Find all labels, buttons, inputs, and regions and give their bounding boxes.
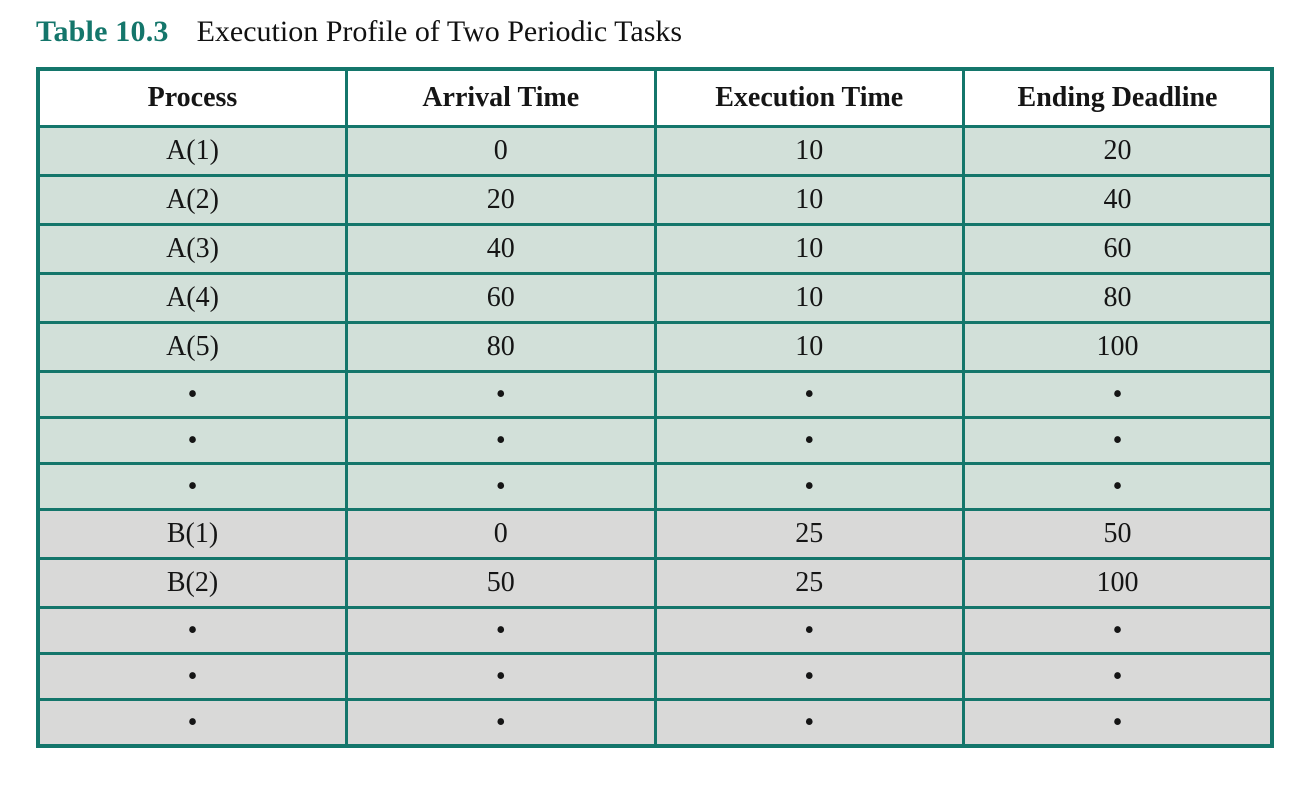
column-header-process: Process [36, 67, 348, 128]
table-cell: 20 [345, 174, 657, 226]
table-row: • • • • [36, 462, 1274, 511]
table-cell: • [653, 698, 965, 748]
table-cell: • [653, 652, 965, 701]
table-row: A(1) 0 10 20 [36, 125, 1274, 177]
table-cell: • [345, 698, 657, 748]
table-cell: • [962, 652, 1274, 701]
table-cell: • [962, 416, 1274, 465]
table-row: • • • • [36, 698, 1274, 748]
table-header: Process Arrival Time Execution Time Endi… [36, 67, 1274, 128]
table-row: B(2) 50 25 100 [36, 557, 1274, 609]
table-cell: • [962, 606, 1274, 655]
table-cell: • [962, 370, 1274, 419]
header-row: Process Arrival Time Execution Time Endi… [36, 67, 1274, 128]
table-cell: 10 [653, 223, 965, 275]
table-cell: 40 [962, 174, 1274, 226]
table-cell: • [653, 370, 965, 419]
column-header-execution-time: Execution Time [653, 67, 965, 128]
table-cell: 50 [345, 557, 657, 609]
table-cell: 10 [653, 125, 965, 177]
table-caption: Table 10.3 Execution Profile of Two Perio… [36, 14, 1310, 50]
table-row: A(2) 20 10 40 [36, 174, 1274, 226]
table-row: A(3) 40 10 60 [36, 223, 1274, 275]
table-cell: • [36, 606, 348, 655]
table-cell: • [962, 462, 1274, 511]
table-cell: A(5) [36, 321, 348, 373]
table-cell: 100 [962, 321, 1274, 373]
table-cell: • [345, 462, 657, 511]
table-cell: • [36, 370, 348, 419]
table-cell: • [36, 416, 348, 465]
table-cell: 50 [962, 508, 1274, 560]
table-cell: A(1) [36, 125, 348, 177]
table-cell: 100 [962, 557, 1274, 609]
table-cell: 10 [653, 272, 965, 324]
table-cell: 25 [653, 557, 965, 609]
table-cell: A(3) [36, 223, 348, 275]
table-cell: A(4) [36, 272, 348, 324]
column-header-arrival-time: Arrival Time [345, 67, 657, 128]
table-cell: A(2) [36, 174, 348, 226]
table-cell: 10 [653, 174, 965, 226]
table-cell: 40 [345, 223, 657, 275]
table-cell: • [36, 698, 348, 748]
table-cell: B(2) [36, 557, 348, 609]
table-row: A(4) 60 10 80 [36, 272, 1274, 324]
table-cell: B(1) [36, 508, 348, 560]
execution-profile-table: Process Arrival Time Execution Time Endi… [36, 67, 1274, 748]
table-cell: • [653, 416, 965, 465]
table-cell: 25 [653, 508, 965, 560]
table-row: • • • • [36, 606, 1274, 655]
table-cell: 10 [653, 321, 965, 373]
table-cell: • [345, 370, 657, 419]
table-cell: 60 [962, 223, 1274, 275]
table-row: • • • • [36, 652, 1274, 701]
table-row: B(1) 0 25 50 [36, 508, 1274, 560]
table-cell: • [653, 606, 965, 655]
table-cell: 60 [345, 272, 657, 324]
table-cell: • [962, 698, 1274, 748]
table-caption-label: Table 10.3 [36, 15, 169, 48]
table-row: • • • • [36, 416, 1274, 465]
table-cell: 80 [962, 272, 1274, 324]
table-cell: • [345, 416, 657, 465]
table-cell: • [345, 606, 657, 655]
table-row: A(5) 80 10 100 [36, 321, 1274, 373]
table-cell: • [653, 462, 965, 511]
table-caption-title: Execution Profile of Two Periodic Tasks [196, 15, 683, 48]
table-body: A(1) 0 10 20 A(2) 20 10 40 A(3) 40 10 60 A(4) 60 10 80 A… [36, 125, 1274, 748]
table-cell: • [36, 462, 348, 511]
table-cell: 0 [345, 125, 657, 177]
table-cell: • [345, 652, 657, 701]
table-cell: 0 [345, 508, 657, 560]
table-cell: 80 [345, 321, 657, 373]
table-cell: • [36, 652, 348, 701]
column-header-ending-deadline: Ending Deadline [962, 67, 1274, 128]
table-row: • • • • [36, 370, 1274, 419]
table-cell: 20 [962, 125, 1274, 177]
